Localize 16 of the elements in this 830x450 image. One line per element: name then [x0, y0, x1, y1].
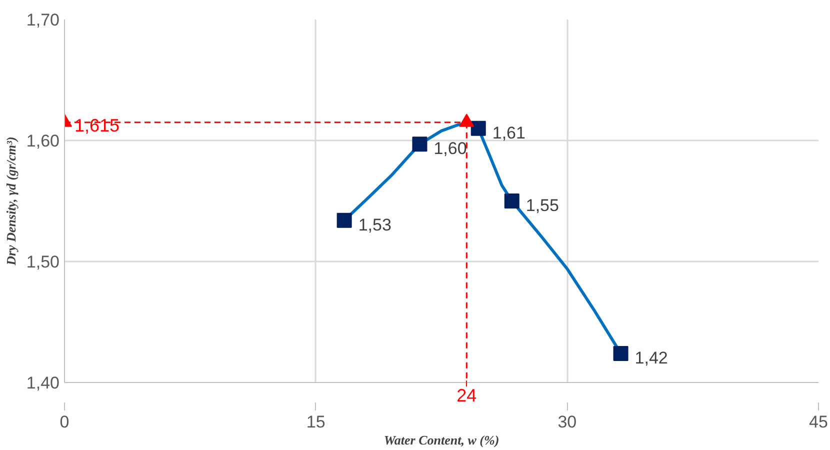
x-axis-title: Water Content, w (%): [384, 432, 500, 448]
data-label: 1,60: [434, 139, 467, 158]
data-label: 1,53: [358, 215, 392, 234]
data-label: 1,55: [526, 196, 559, 215]
y-tick-label: 1,60: [26, 132, 60, 150]
x-tick-label: 30: [558, 412, 577, 432]
y-tick-label: 1,40: [26, 374, 60, 392]
x-tick-label: 0: [60, 412, 70, 432]
data-label: 1,61: [492, 123, 526, 142]
x-tick-label: 15: [306, 412, 326, 432]
y-axis-title: Dry Density, γd (gr/cm³): [3, 136, 18, 266]
data-label: 1,42: [634, 348, 668, 368]
y-tick-label: 1,70: [26, 10, 60, 30]
x-tick-label: 45: [809, 412, 828, 432]
y-tick-label: 1,50: [26, 252, 60, 272]
annotation: 24: [456, 386, 477, 406]
